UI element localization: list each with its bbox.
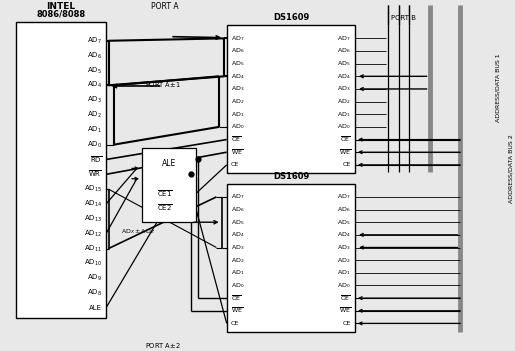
- Text: $\mathrm{AD}_{3}$: $\mathrm{AD}_{3}$: [87, 95, 102, 105]
- Text: ADDRESS/DATA BUS 2: ADDRESS/DATA BUS 2: [508, 134, 513, 203]
- Text: $\overline{\mathrm{CE1}}$: $\overline{\mathrm{CE1}}$: [157, 188, 173, 199]
- Text: $\mathrm{AD}_{5}$: $\mathrm{AD}_{5}$: [231, 218, 245, 227]
- Text: $\overline{\mathrm{WE}}$: $\overline{\mathrm{WE}}$: [231, 306, 243, 315]
- Text: PORT B: PORT B: [391, 15, 417, 21]
- Text: $\mathrm{AD}_{4}$: $\mathrm{AD}_{4}$: [231, 72, 245, 81]
- Text: ADDRESS/DATA BUS 1: ADDRESS/DATA BUS 1: [495, 54, 501, 122]
- Text: $\overline{\mathrm{WR}}$: $\overline{\mathrm{WR}}$: [88, 169, 102, 179]
- Text: $\mathrm{AD}_{5}$: $\mathrm{AD}_{5}$: [337, 59, 351, 68]
- Text: $\mathrm{AD}_{3}$: $\mathrm{AD}_{3}$: [337, 243, 351, 252]
- Text: $\mathrm{AD}_X \pm \mathrm{AD}_Z$: $\mathrm{AD}_X \pm \mathrm{AD}_Z$: [122, 227, 156, 237]
- Text: $\overline{\mathrm{OE}}$: $\overline{\mathrm{OE}}$: [340, 135, 351, 144]
- Text: $\mathrm{AD}_{6}$: $\mathrm{AD}_{6}$: [231, 205, 245, 214]
- Text: $\overline{\mathrm{WE}}$: $\overline{\mathrm{WE}}$: [339, 306, 351, 315]
- Text: $\mathrm{AD}_{11}$: $\mathrm{AD}_{11}$: [84, 244, 102, 254]
- Text: $\mathrm{AD}_{1}$: $\mathrm{AD}_{1}$: [231, 110, 244, 119]
- Text: CE: CE: [342, 163, 351, 167]
- Text: $\mathrm{AD}_{4}$: $\mathrm{AD}_{4}$: [337, 230, 351, 239]
- Text: $\mathrm{AD}_{2}$: $\mathrm{AD}_{2}$: [337, 97, 351, 106]
- Text: $\overline{\mathrm{WE}}$: $\overline{\mathrm{WE}}$: [339, 147, 351, 157]
- Text: $\mathrm{AD}_{5}$: $\mathrm{AD}_{5}$: [87, 65, 102, 75]
- Text: $\mathrm{AD}_{3}$: $\mathrm{AD}_{3}$: [337, 85, 351, 93]
- Text: $\mathrm{AD}_{8}$: $\mathrm{AD}_{8}$: [87, 288, 102, 298]
- Text: $\overline{\mathrm{OE}}$: $\overline{\mathrm{OE}}$: [231, 293, 242, 303]
- Text: $\mathrm{AD}_{12}$: $\mathrm{AD}_{12}$: [84, 229, 102, 239]
- Text: ALE: ALE: [89, 305, 102, 311]
- Text: PORT A$\pm$1: PORT A$\pm$1: [145, 80, 180, 88]
- Text: $\mathrm{AD}_{7}$: $\mathrm{AD}_{7}$: [87, 36, 102, 46]
- Text: $\mathrm{AD}_{7}$: $\mathrm{AD}_{7}$: [231, 34, 244, 43]
- Text: $\mathrm{AD}_{1}$: $\mathrm{AD}_{1}$: [337, 110, 351, 119]
- Text: $\mathrm{AD}_{7}$: $\mathrm{AD}_{7}$: [337, 34, 351, 43]
- Text: $\mathrm{AD}_{15}$: $\mathrm{AD}_{15}$: [84, 184, 102, 194]
- Text: $\mathrm{AD}_{13}$: $\mathrm{AD}_{13}$: [84, 214, 102, 224]
- Text: $\mathrm{AD}_{7}$: $\mathrm{AD}_{7}$: [337, 192, 351, 201]
- Text: $\mathrm{AD}_{1}$: $\mathrm{AD}_{1}$: [231, 269, 244, 277]
- Text: $\mathrm{AD}_{4}$: $\mathrm{AD}_{4}$: [87, 80, 102, 91]
- Text: DS1609: DS1609: [273, 172, 309, 181]
- Text: $\mathrm{AD}_{2}$: $\mathrm{AD}_{2}$: [231, 97, 244, 106]
- Text: DS1609: DS1609: [273, 13, 309, 22]
- Text: $\overline{\mathrm{OE}}$: $\overline{\mathrm{OE}}$: [340, 293, 351, 303]
- Text: $\mathrm{AD}_{0}$: $\mathrm{AD}_{0}$: [231, 281, 244, 290]
- Text: $\overline{\mathrm{CE2}}$: $\overline{\mathrm{CE2}}$: [157, 203, 173, 213]
- Text: $\mathrm{AD}_{5}$: $\mathrm{AD}_{5}$: [337, 218, 351, 227]
- Text: ALE: ALE: [162, 159, 176, 168]
- Text: CE: CE: [342, 321, 351, 326]
- Text: INTEL: INTEL: [46, 2, 76, 11]
- Text: $\mathrm{AD}_{5}$: $\mathrm{AD}_{5}$: [231, 59, 245, 68]
- Text: CE: CE: [231, 321, 239, 326]
- Text: 8086/8088: 8086/8088: [37, 10, 85, 19]
- Text: $\mathrm{AD}_{10}$: $\mathrm{AD}_{10}$: [83, 258, 102, 269]
- Text: $\mathrm{AD}_{0}$: $\mathrm{AD}_{0}$: [337, 281, 351, 290]
- Text: CE: CE: [231, 163, 239, 167]
- Text: $\mathrm{AD}_{6}$: $\mathrm{AD}_{6}$: [337, 205, 351, 214]
- Text: $\mathrm{AD}_{0}$: $\mathrm{AD}_{0}$: [87, 140, 102, 150]
- Text: $\mathrm{AD}_{6}$: $\mathrm{AD}_{6}$: [337, 47, 351, 55]
- Text: $\mathrm{AD}_{3}$: $\mathrm{AD}_{3}$: [231, 243, 244, 252]
- Text: $\mathrm{AD}_{2}$: $\mathrm{AD}_{2}$: [87, 110, 102, 120]
- Text: $\mathrm{AD}_{4}$: $\mathrm{AD}_{4}$: [231, 230, 245, 239]
- Bar: [16, 22, 106, 318]
- Text: PORT A: PORT A: [151, 2, 179, 11]
- Text: $\mathrm{AD}_{1}$: $\mathrm{AD}_{1}$: [87, 125, 102, 135]
- Text: $\overline{\mathrm{OE}}$: $\overline{\mathrm{OE}}$: [231, 135, 242, 144]
- Text: $\mathrm{AD}_{14}$: $\mathrm{AD}_{14}$: [83, 199, 102, 209]
- Bar: [227, 184, 355, 332]
- Text: $\mathrm{AD}_{9}$: $\mathrm{AD}_{9}$: [87, 273, 102, 283]
- Text: $\mathrm{AD}_{2}$: $\mathrm{AD}_{2}$: [337, 256, 351, 265]
- Text: $\mathrm{AD}_{7}$: $\mathrm{AD}_{7}$: [231, 192, 244, 201]
- Text: $\mathrm{AD}_{3}$: $\mathrm{AD}_{3}$: [231, 85, 244, 93]
- Text: $\mathrm{AD}_{0}$: $\mathrm{AD}_{0}$: [337, 122, 351, 131]
- Text: $\overline{\mathrm{RD}}$: $\overline{\mathrm{RD}}$: [90, 154, 102, 165]
- Bar: [227, 25, 355, 173]
- Text: $\mathrm{AD}_{6}$: $\mathrm{AD}_{6}$: [87, 51, 102, 61]
- Text: $\overline{\mathrm{WE}}$: $\overline{\mathrm{WE}}$: [231, 147, 243, 157]
- Text: $\mathrm{AD}_{2}$: $\mathrm{AD}_{2}$: [231, 256, 244, 265]
- Text: $\mathrm{AD}_{0}$: $\mathrm{AD}_{0}$: [231, 122, 244, 131]
- Text: $\mathrm{AD}_{4}$: $\mathrm{AD}_{4}$: [337, 72, 351, 81]
- Text: PORT A$\pm$2: PORT A$\pm$2: [145, 341, 180, 350]
- Text: $\mathrm{AD}_{6}$: $\mathrm{AD}_{6}$: [231, 47, 245, 55]
- Text: $\mathrm{AD}_{1}$: $\mathrm{AD}_{1}$: [337, 269, 351, 277]
- Bar: [142, 148, 196, 222]
